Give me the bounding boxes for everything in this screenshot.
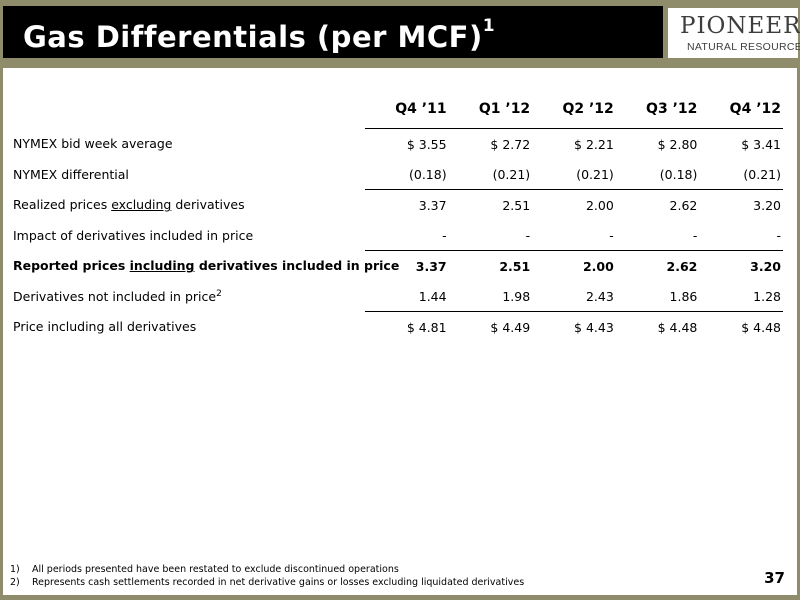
table-row: NYMEX differential (0.18) (0.21) (0.21) … <box>13 159 783 190</box>
logo-sub-text: NATURAL RESOURCES <box>687 41 800 53</box>
table-cell: 2.62 <box>615 250 700 281</box>
table-cell: - <box>442 227 447 243</box>
column-header: Q4 ’11 <box>395 101 447 117</box>
title-footnote-marker: 1 <box>482 16 496 36</box>
row-label-underlined: including <box>129 258 195 274</box>
row-label-underlined: excluding <box>111 197 172 213</box>
gas-differentials-table: Q4 ’11 Q1 ’12 Q2 ’12 Q3 ’12 Q4 ’12 NYMEX… <box>13 90 783 342</box>
table-cell: 2.51 <box>448 250 533 281</box>
footnote-text: Represents cash settlements recorded in … <box>32 577 525 588</box>
row-label: Derivatives not included in price2 <box>13 281 365 312</box>
footnote-number: 2) <box>10 577 20 588</box>
footnotes: 1) All periods presented have been restat… <box>10 563 524 589</box>
column-header: Q3 ’12 <box>646 101 698 117</box>
table-row: Reported prices including derivatives in… <box>13 250 783 282</box>
table-cell: $ 2.21 <box>532 128 616 159</box>
table-cell: 3.20 <box>699 189 783 220</box>
table-cell: (0.18) <box>409 166 447 182</box>
table-cell: $ 4.81 <box>365 311 449 342</box>
page-number: 37 <box>764 569 785 587</box>
table-cell: (0.21) <box>492 166 531 182</box>
table-cell: $ 3.55 <box>365 128 449 159</box>
table-cell: $ 2.80 <box>615 128 700 159</box>
table-row: Impact of derivatives included in price … <box>13 220 783 251</box>
table-cell: 2.00 <box>532 189 616 220</box>
table-cell: 1.44 <box>418 288 447 304</box>
table-cell: $ 4.48 <box>699 311 783 342</box>
column-header: Q1 ’12 <box>478 101 531 117</box>
table-cell: $ 4.49 <box>448 311 533 342</box>
table-row: NYMEX bid week average $ 3.55 $ 2.72 $ 2… <box>13 128 783 159</box>
page-title: Gas Differentials (per MCF)1 <box>23 16 495 54</box>
table-cell: 2.00 <box>532 250 616 281</box>
row-label-footnote-marker: 2 <box>216 288 222 299</box>
row-label: Realized prices excluding derivatives <box>13 190 365 221</box>
table-cell: 1.98 <box>502 288 531 304</box>
table-cell: (0.18) <box>659 166 698 182</box>
table-row: Realized prices excluding derivatives 3.… <box>13 189 783 221</box>
row-label: Impact of derivatives included in price <box>13 227 254 243</box>
table-row: Derivatives not included in price2 1.44 … <box>13 281 783 312</box>
table-row: Price including all derivatives $ 4.81 $… <box>13 311 783 342</box>
title-text: Gas Differentials (per MCF) <box>23 20 483 54</box>
table-header-row: Q4 ’11 Q1 ’12 Q2 ’12 Q3 ’12 Q4 ’12 <box>13 90 783 129</box>
header-label-cell <box>13 90 365 129</box>
row-label-text: Derivatives not included in price <box>13 288 217 304</box>
row-label-pre: Reported prices <box>13 258 130 274</box>
footnote-text: All periods presented have been restated… <box>32 564 399 575</box>
table-cell: (0.21) <box>743 166 781 182</box>
table-cell: (0.21) <box>576 166 614 182</box>
table-cell: 2.62 <box>615 189 700 220</box>
table-cell: - <box>776 227 781 243</box>
table-cell: 2.43 <box>585 288 614 304</box>
table-cell: - <box>525 227 531 243</box>
table-cell: - <box>609 227 614 243</box>
row-label: Price including all derivatives <box>13 319 197 335</box>
row-label-pre: Realized prices <box>13 197 112 213</box>
footnote: 2) Represents cash settlements recorded i… <box>10 576 524 589</box>
row-label: NYMEX bid week average <box>13 136 173 152</box>
footnote: 1) All periods presented have been restat… <box>10 563 524 576</box>
table-cell: 1.28 <box>753 288 781 304</box>
row-label-post: derivatives <box>171 197 245 213</box>
row-label-post: derivatives included in price <box>194 258 400 274</box>
table-cell: $ 4.43 <box>532 311 616 342</box>
table-cell: 1.86 <box>669 288 698 304</box>
logo-main-text: PIONEER <box>680 13 800 39</box>
table-cell: 3.20 <box>699 250 783 281</box>
table-cell: 2.51 <box>448 189 533 220</box>
table-cell: 3.37 <box>365 250 449 281</box>
title-bar: Gas Differentials (per MCF)1 <box>3 6 663 58</box>
table-cell: $ 4.48 <box>615 311 700 342</box>
row-label: Reported prices including derivatives in… <box>13 251 399 282</box>
column-header: Q4 ’12 <box>729 101 781 117</box>
column-header: Q2 ’12 <box>562 101 614 117</box>
table-cell: $ 3.41 <box>699 128 783 159</box>
table-cell: 3.37 <box>365 189 449 220</box>
table-cell: $ 2.72 <box>448 128 533 159</box>
table-cell: - <box>692 227 698 243</box>
footnote-number: 1) <box>10 564 20 575</box>
row-label: NYMEX differential <box>13 166 129 182</box>
pioneer-logo: PIONEER NATURAL RESOURCES <box>668 8 800 58</box>
